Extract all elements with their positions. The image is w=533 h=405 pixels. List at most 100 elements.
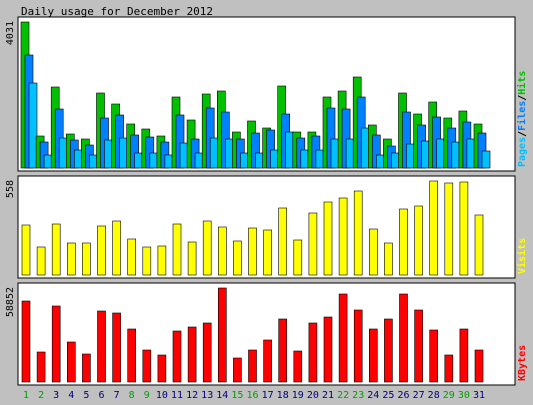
- y-max-label: 58852: [5, 287, 16, 317]
- panel-kbytes: 58852 KBytes: [5, 282, 528, 386]
- bar-kbytes-day-4: [67, 341, 76, 383]
- day-label-1: 1: [23, 390, 29, 401]
- legend-entry-pages: Pages: [517, 137, 528, 167]
- bar-visits-day-17: [263, 229, 272, 276]
- bar-visits-day-11: [172, 223, 182, 276]
- bar-visits-day-31: [474, 214, 484, 276]
- day-label-17: 17: [262, 390, 274, 401]
- bar-kbytes-day-30: [459, 328, 469, 383]
- day-label-13: 13: [201, 390, 213, 401]
- y-max-label: 558: [5, 180, 16, 198]
- bar-kbytes-day-21: [323, 316, 333, 383]
- day-label-31: 31: [473, 390, 485, 401]
- bar-kbytes-day-17: [263, 339, 272, 383]
- bar-kbytes-day-2: [36, 351, 46, 383]
- day-label-16: 16: [246, 390, 258, 401]
- day-label-4: 4: [68, 390, 74, 401]
- bar-visits-day-13: [202, 220, 212, 276]
- bar-pages-day-20: [315, 149, 325, 169]
- bar-kbytes-day-12: [187, 326, 197, 383]
- bar-visits-day-1: [21, 224, 31, 276]
- bar-kbytes-day-24: [368, 328, 378, 383]
- bar-visits-day-21: [323, 201, 333, 276]
- day-label-18: 18: [277, 390, 289, 401]
- bar-visits-day-9: [142, 246, 152, 276]
- day-label-15: 15: [231, 390, 243, 401]
- day-label-2: 2: [38, 390, 44, 401]
- bar-kbytes-day-29: [444, 354, 454, 383]
- bar-visits-day-22: [338, 197, 348, 276]
- bar-pages-day-1: [28, 82, 38, 169]
- bar-kbytes-day-1: [21, 300, 31, 383]
- bar-kbytes-day-3: [51, 305, 61, 383]
- bar-kbytes-day-28: [429, 329, 439, 383]
- bar-kbytes-day-15: [233, 357, 242, 383]
- day-label-29: 29: [443, 390, 455, 401]
- bar-visits-day-27: [414, 205, 423, 276]
- day-label-24: 24: [367, 390, 379, 401]
- day-label-23: 23: [352, 390, 364, 401]
- legend: KBytes: [517, 345, 528, 381]
- bar-pages-day-26: [406, 143, 415, 169]
- bar-visits-day-12: [187, 241, 197, 276]
- bar-kbytes-day-5: [82, 353, 91, 383]
- day-label-5: 5: [83, 390, 89, 401]
- bar-kbytes-day-13: [202, 322, 212, 383]
- bar-kbytes-day-7: [112, 312, 121, 383]
- day-label-27: 27: [413, 390, 425, 401]
- bar-kbytes-day-23: [353, 309, 363, 383]
- legend: Visits: [516, 238, 528, 274]
- day-label-20: 20: [307, 390, 319, 401]
- legend: Pages/Files/Hits: [516, 71, 528, 167]
- bar-kbytes-day-9: [142, 349, 152, 383]
- day-label-30: 30: [458, 390, 470, 401]
- bar-kbytes-day-19: [293, 350, 303, 383]
- bar-kbytes-day-11: [172, 330, 182, 383]
- bar-pages-day-22: [345, 138, 355, 169]
- day-label-11: 11: [171, 390, 183, 401]
- bar-pages-day-17: [270, 149, 279, 169]
- day-label-6: 6: [98, 390, 104, 401]
- day-label-7: 7: [114, 390, 120, 401]
- day-label-9: 9: [144, 390, 150, 401]
- bar-visits-day-24: [368, 228, 378, 276]
- bar-kbytes-day-20: [308, 322, 318, 383]
- legend-entry-kbytes: KBytes: [517, 345, 528, 381]
- bar-visits-day-29: [444, 182, 454, 276]
- bar-pages-day-2: [43, 154, 53, 169]
- bar-visits-day-2: [36, 246, 46, 276]
- bar-pages-day-8: [134, 152, 143, 169]
- bar-kbytes-day-27: [414, 309, 423, 383]
- legend-separator: /: [517, 95, 528, 101]
- bar-visits-day-19: [293, 239, 303, 276]
- bar-visits-day-28: [429, 180, 439, 276]
- bar-visits-day-26: [399, 208, 408, 276]
- legend-entry-visits: Visits: [516, 238, 528, 274]
- bar-visits-day-14: [218, 226, 227, 276]
- day-label-12: 12: [186, 390, 198, 401]
- bar-kbytes-day-18: [278, 318, 288, 383]
- bar-visits-day-30: [459, 181, 469, 276]
- day-label-28: 28: [428, 390, 440, 401]
- x-axis-day-labels: 1 2 3 4 5 6 7 8 9 10 11 12 13 14 15 16 17 18 19 20 21 22 23 24 2…: [23, 390, 485, 401]
- bar-visits-day-16: [248, 227, 257, 276]
- bar-visits-day-23: [353, 190, 363, 276]
- legend-entry-hits: Hits: [516, 71, 528, 95]
- bar-pages-day-19: [300, 149, 310, 169]
- bar-pages-day-30: [466, 138, 476, 169]
- bar-visits-day-18: [278, 207, 288, 276]
- bar-pages-day-21: [330, 138, 340, 169]
- bar-pages-day-29: [451, 141, 461, 169]
- bar-pages-day-15: [240, 152, 249, 169]
- day-label-3: 3: [53, 390, 59, 401]
- bar-pages-day-3: [58, 137, 68, 169]
- day-label-26: 26: [397, 390, 409, 401]
- bar-visits-day-5: [82, 242, 91, 276]
- bar-kbytes-day-6: [97, 310, 106, 383]
- bar-visits-day-3: [51, 223, 61, 276]
- bar-kbytes-day-31: [474, 349, 484, 383]
- legend-separator: /: [517, 131, 528, 137]
- day-label-22: 22: [337, 390, 349, 401]
